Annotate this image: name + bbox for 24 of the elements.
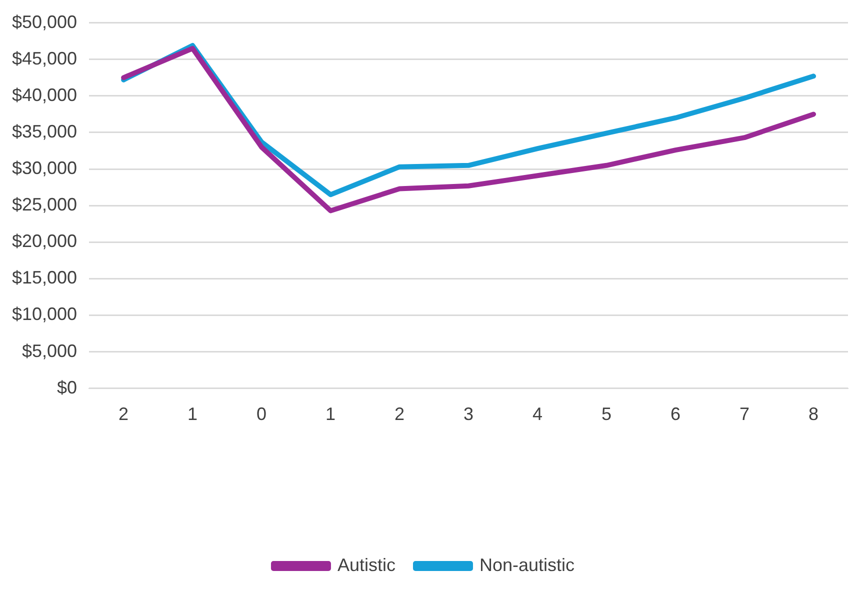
legend-label: Autistic: [337, 554, 396, 575]
y-tick-label: $10,000: [12, 304, 78, 324]
x-tick-label: 7: [740, 404, 750, 424]
y-tick-label: $40,000: [12, 84, 78, 105]
x-tick-label: 2: [394, 404, 405, 424]
y-tick-label: $30,000: [12, 158, 78, 178]
y-tick-label: $5,000: [22, 340, 78, 361]
x-tick-label: 1: [326, 404, 336, 424]
x-tick-label: 0: [256, 404, 267, 424]
x-tick-label: 8: [808, 404, 819, 424]
x-tick-label: 2: [118, 404, 129, 424]
y-tick-label: $0: [57, 377, 78, 398]
x-tick-label: 1: [188, 404, 198, 424]
y-tick-label: $20,000: [12, 231, 78, 252]
y-tick-label: $35,000: [12, 121, 78, 142]
y-tick-label: $25,000: [12, 194, 78, 215]
x-tick-label: 3: [464, 404, 474, 424]
x-tick-label: 4: [532, 404, 543, 424]
x-tick-label: 5: [602, 404, 612, 424]
x-tick-label: 6: [670, 404, 681, 424]
y-tick-label: $15,000: [12, 268, 78, 288]
y-tick-label: $50,000: [12, 12, 78, 32]
y-tick-label: $45,000: [12, 48, 78, 68]
legend-label: Non-autistic: [479, 554, 575, 575]
